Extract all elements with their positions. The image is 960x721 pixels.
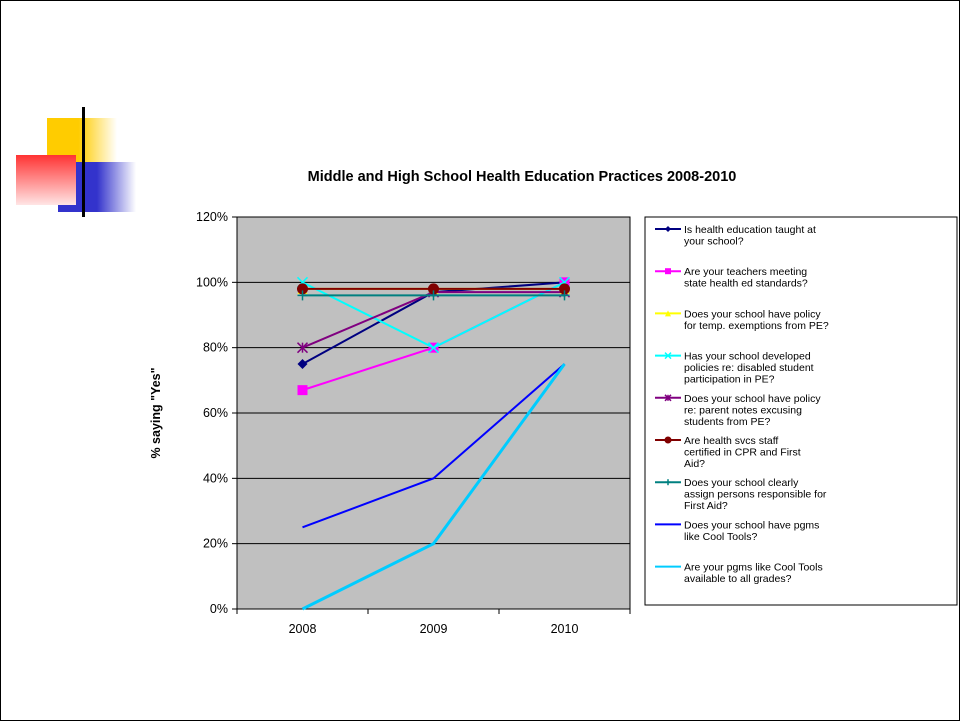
series-line — [301, 363, 566, 611]
legend-item: Are your teachers meeting state health ed… — [655, 266, 808, 290]
data-point — [297, 359, 308, 369]
legend-label: Does your school clearly assign persons r… — [684, 477, 827, 512]
legend-label: Are your teachers meeting state health ed… — [684, 266, 808, 290]
data-point — [665, 479, 671, 486]
data-point — [296, 342, 309, 354]
data-point — [559, 283, 570, 295]
data-point — [664, 352, 672, 360]
legend-label: Has your school developed policies re: di… — [684, 351, 814, 386]
x-tick-label: 2008 — [289, 622, 317, 636]
data-point — [297, 283, 308, 295]
slide-logo-decoration — [16, 107, 136, 217]
y-tick-label: 0% — [210, 602, 228, 616]
data-point — [665, 268, 671, 275]
y-tick-label: 120% — [196, 210, 228, 224]
y-tick-label: 80% — [203, 341, 228, 355]
data-point — [427, 342, 440, 354]
legend-label: Does your school have policy for temp. ex… — [684, 308, 829, 332]
series — [301, 363, 566, 611]
data-point — [297, 385, 308, 396]
legend-item: Does your school have policy re: parent n… — [655, 393, 821, 428]
legend-item: Does your school have policy for temp. ex… — [655, 308, 829, 332]
series-layer — [296, 276, 571, 611]
y-tick-label: 20% — [203, 537, 228, 551]
data-point — [428, 283, 439, 295]
legend — [644, 216, 958, 606]
legend-label: Are your pgms like Cool Tools available t… — [684, 562, 823, 586]
series — [297, 283, 570, 295]
data-point — [664, 436, 672, 444]
y-axis: 0% 20% 40% 60% 80% 100% 120% — [196, 210, 237, 616]
legend-label: Are health svcs staff certified in CPR an… — [684, 435, 801, 470]
legend-item: Are your pgms like Cool Tools available t… — [655, 562, 823, 586]
legend-label: Is health education taught at your school… — [684, 224, 816, 248]
y-axis-label: % saying "Yes" — [149, 367, 163, 458]
data-point — [665, 226, 671, 232]
x-tick-label: 2009 — [420, 622, 448, 636]
legend-label: Does your school have pgms like Cool Tool… — [684, 519, 819, 543]
legend-item: Are health svcs staff certified in CPR an… — [655, 435, 801, 470]
x-axis: 2008 2009 2010 — [236, 609, 631, 636]
legend-item: Does your school have pgms like Cool Tool… — [655, 519, 819, 543]
data-point — [428, 290, 439, 301]
chart-title: Middle and High School Health Education … — [308, 169, 737, 185]
x-tick-label: 2010 — [551, 622, 579, 636]
data-point — [559, 290, 570, 301]
data-point — [664, 394, 672, 402]
y-tick-label: 40% — [203, 471, 228, 485]
legend-item: Does your school clearly assign persons r… — [655, 477, 827, 512]
y-tick-label: 100% — [196, 275, 228, 289]
data-point — [665, 310, 671, 317]
series — [302, 363, 566, 529]
legend-item: Has your school developed policies re: di… — [655, 351, 814, 386]
legend-items: Is health education taught at your school… — [655, 224, 829, 585]
legend-label: Does your school have policy re: parent n… — [684, 393, 821, 428]
series — [297, 290, 570, 301]
series-line — [302, 363, 566, 529]
legend-item: Is health education taught at your school… — [655, 224, 816, 248]
y-tick-label: 60% — [203, 406, 228, 420]
data-point — [297, 290, 308, 301]
